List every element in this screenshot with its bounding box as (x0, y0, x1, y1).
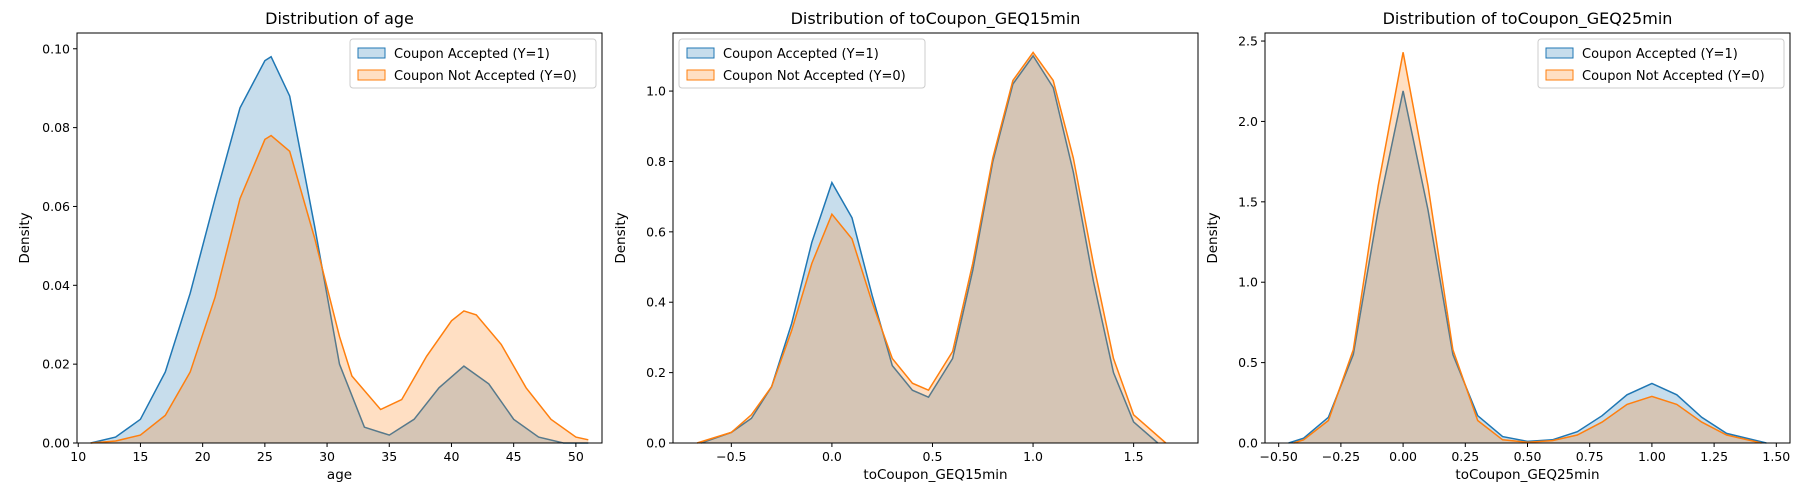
y-tick-label: 0.4 (646, 295, 666, 310)
y-tick-label: 0.00 (42, 436, 70, 451)
legend-swatch (686, 69, 715, 81)
legend-label: Coupon Accepted (Y=1) (1582, 47, 1738, 62)
legend-swatch (357, 47, 386, 59)
axes-frame (76, 32, 603, 444)
x-tick-label: 15 (132, 449, 148, 464)
chart-panel-1: 10 15 20 25 30 35 40 45 50 0.00 0.02 0.04 0.06 0.08 0.… (17, 9, 603, 483)
y-tick-label: 1.0 (1238, 275, 1258, 290)
legend-swatch (1545, 47, 1574, 59)
chart-title: Distribution of toCoupon_GEQ15min (791, 9, 1081, 29)
x-axis-label: toCoupon_GEQ25min (1455, 467, 1599, 483)
x-tick-label: 1.50 (1762, 449, 1790, 464)
series-area-2 (90, 135, 589, 443)
series-line-1 (700, 54, 1159, 444)
x-tick-label: −0.5 (716, 449, 746, 464)
x-tick-label: 0.25 (1451, 449, 1479, 464)
y-tick-label: 0.6 (646, 224, 666, 239)
x-tick-label: 0.75 (1576, 449, 1604, 464)
series-line-2 (90, 134, 589, 444)
legend-swatch (1545, 69, 1574, 81)
x-tick-label: 50 (568, 449, 584, 464)
y-tick-label: 2.5 (1238, 34, 1258, 49)
legend-label: Coupon Not Accepted (Y=0) (1582, 69, 1765, 84)
x-tick-label: −0.25 (1322, 449, 1360, 464)
y-tick-label: 0.08 (42, 120, 70, 135)
x-tick-label: 1.5 (1124, 449, 1144, 464)
y-tick-label: 0.2 (646, 365, 666, 380)
x-tick-label: 40 (444, 449, 460, 464)
y-tick-label: 0.0 (1238, 436, 1258, 451)
series-area-1 (701, 55, 1158, 444)
y-axis-label: Density (17, 212, 33, 263)
legend: Coupon Accepted (Y=1) Coupon Not Accepted… (349, 38, 597, 89)
x-tick-label: 45 (506, 449, 522, 464)
x-tick-label: 10 (70, 449, 86, 464)
series-line-1 (90, 55, 589, 444)
legend-frame (349, 38, 597, 89)
y-tick-label: 0.06 (42, 199, 70, 214)
y-tick-label: 0.5 (1238, 355, 1258, 370)
legend-label: Coupon Not Accepted (Y=0) (394, 69, 577, 84)
legend-label: Coupon Accepted (Y=1) (723, 47, 879, 62)
y-axis-label: Density (1205, 212, 1221, 263)
series-area-1 (1288, 90, 1767, 444)
legend: Coupon Accepted (Y=1) Coupon Not Accepted… (1537, 38, 1785, 89)
x-tick-label: 1.0 (1023, 449, 1043, 464)
legend-frame (678, 38, 926, 89)
series-area-2 (1293, 52, 1762, 444)
y-tick-label: 0.0 (646, 436, 666, 451)
x-tick-label: 25 (257, 449, 273, 464)
axes-frame (672, 32, 1199, 444)
y-tick-label: 1.0 (646, 84, 666, 99)
series-line-1 (1288, 90, 1767, 444)
legend-frame (1537, 38, 1785, 89)
y-tick-label: 0.10 (42, 41, 70, 56)
y-tick-label: 0.04 (42, 278, 70, 293)
x-tick-label: 1.00 (1638, 449, 1666, 464)
y-tick-label: 1.5 (1238, 194, 1258, 209)
x-axis-label: age (327, 467, 352, 483)
x-tick-label: −0.50 (1260, 449, 1298, 464)
legend-swatch (357, 69, 386, 81)
series-line-2 (696, 51, 1167, 444)
chart-panel-2: −0.5 0.0 0.5 1.0 1.5 0.0 0.2 0.4 0.6 0.8 1.0 Distri… (613, 9, 1199, 483)
x-axis-label: toCoupon_GEQ15min (863, 467, 1007, 483)
series-area-2 (697, 52, 1166, 444)
legend-swatch (686, 47, 715, 59)
x-tick-label: 0.50 (1514, 449, 1542, 464)
legend-label: Coupon Accepted (Y=1) (394, 47, 550, 62)
x-tick-label: 0.00 (1389, 449, 1417, 464)
x-tick-label: 35 (381, 449, 397, 464)
legend: Coupon Accepted (Y=1) Coupon Not Accepted… (678, 38, 926, 89)
y-tick-label: 0.02 (42, 357, 70, 372)
legend-label: Coupon Not Accepted (Y=0) (723, 69, 906, 84)
y-axis-label: Density (613, 212, 629, 263)
series-line-2 (1293, 52, 1762, 444)
chart-title: Distribution of toCoupon_GEQ25min (1383, 9, 1673, 29)
x-tick-label: 30 (319, 449, 335, 464)
x-tick-label: 20 (195, 449, 211, 464)
x-tick-label: 0.0 (822, 449, 842, 464)
x-tick-label: 0.5 (923, 449, 943, 464)
y-tick-label: 0.8 (646, 154, 666, 169)
chart-title: Distribution of age (265, 9, 414, 28)
chart-panel-3: −0.50 −0.25 0.00 0.25 0.50 0.75 1.00 1.25 1.50 0.… (1205, 9, 1791, 483)
y-tick-label: 2.0 (1238, 114, 1258, 129)
series-area-1 (90, 56, 589, 443)
x-tick-label: 1.25 (1700, 449, 1728, 464)
